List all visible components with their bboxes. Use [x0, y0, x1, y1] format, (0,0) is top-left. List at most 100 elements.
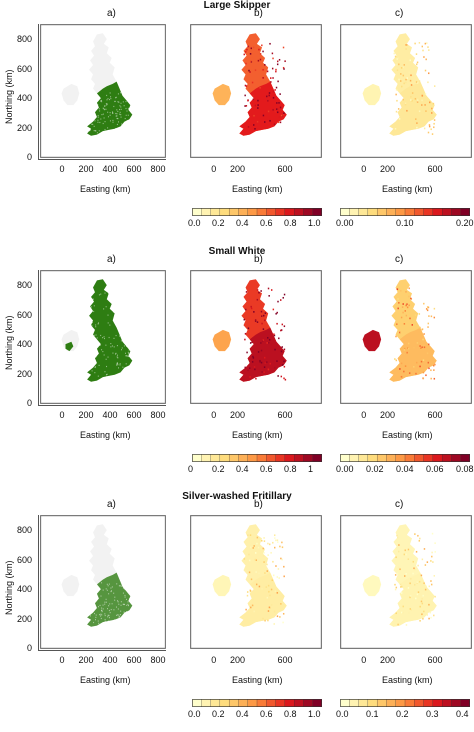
- heat-cell: [260, 361, 263, 364]
- speckle: [124, 584, 126, 586]
- y-tick-label: 600: [17, 554, 33, 565]
- heat-cell: [433, 369, 435, 371]
- heat-cell: [428, 367, 430, 370]
- speckle: [128, 293, 130, 295]
- speckle: [107, 314, 109, 316]
- heat-cell: [244, 338, 246, 341]
- heat-cell: [253, 545, 255, 547]
- speckle: [94, 585, 96, 587]
- colorbar-swatch: [201, 454, 212, 462]
- speckle: [125, 619, 127, 621]
- heat-cell: [421, 45, 424, 48]
- speckle: [107, 608, 109, 610]
- speckle: [120, 116, 122, 118]
- species-title-small-white: Small White: [208, 246, 266, 257]
- heat-cell: [402, 311, 404, 314]
- speckle: [126, 93, 128, 95]
- heat-cell: [413, 567, 415, 570]
- heat-cell: [433, 614, 435, 617]
- heat-cell: [260, 290, 262, 292]
- speckle: [115, 97, 117, 99]
- heat-cell: [280, 375, 283, 378]
- speckle: [110, 346, 112, 348]
- speckle: [97, 323, 99, 325]
- speckle: [125, 129, 127, 131]
- speckle: [126, 99, 128, 101]
- heat-cell: [423, 582, 425, 585]
- speckle: [106, 103, 108, 105]
- heat-cell: [276, 102, 278, 104]
- x-tick-label: 400: [102, 164, 118, 174]
- speckle: [93, 583, 95, 585]
- colorbar-swatch: [340, 454, 350, 462]
- heat-cell: [256, 289, 259, 291]
- speckle: [100, 613, 102, 615]
- heat-cell: [259, 86, 261, 89]
- heat-cell: [278, 577, 280, 579]
- heat-cell: [397, 108, 400, 110]
- ireland-heatmap: [212, 329, 232, 352]
- speckle: [120, 335, 122, 337]
- speckle: [130, 612, 132, 614]
- heat-cell: [249, 52, 252, 55]
- speckle: [89, 310, 91, 312]
- colorbar-swatch: [238, 699, 249, 707]
- heat-cell: [249, 342, 252, 344]
- speckle: [105, 344, 107, 346]
- y-tick-label: 800: [17, 280, 33, 290]
- heat-cell: [421, 99, 423, 102]
- heat-cell: [414, 42, 416, 45]
- colorbar-tick-label: 1.0: [308, 709, 321, 719]
- speckle: [116, 362, 118, 364]
- speckle: [91, 602, 93, 604]
- heat-cell: [428, 125, 431, 128]
- speckle: [89, 335, 91, 338]
- speckle: [115, 314, 117, 317]
- heat-cell: [264, 619, 266, 622]
- colorbar-tick-label: 0.6: [260, 464, 273, 474]
- heat-cell: [406, 351, 408, 354]
- speckle: [110, 96, 112, 98]
- heat-cell: [417, 99, 419, 102]
- heat-cell: [283, 377, 285, 380]
- heat-cell: [404, 310, 406, 312]
- x-tick-label: 600: [427, 164, 443, 174]
- speckle: [115, 313, 117, 315]
- heat-cell: [270, 604, 273, 606]
- heat-cell: [250, 47, 252, 50]
- heat-cell: [396, 69, 399, 72]
- speckle: [109, 120, 111, 122]
- heat-cell: [252, 355, 254, 358]
- heat-cell: [243, 558, 246, 560]
- heat-cell: [410, 577, 412, 580]
- heat-cell: [267, 542, 269, 545]
- speckle: [90, 349, 92, 351]
- colorbar-tick-label: 0.6: [260, 218, 273, 228]
- heat-cell: [418, 42, 421, 44]
- heat-cell: [280, 329, 283, 331]
- heat-cell: [407, 342, 410, 345]
- speckle: [117, 93, 119, 95]
- speckle: [93, 125, 95, 127]
- heat-cell: [253, 114, 255, 117]
- heat-cell: [284, 378, 287, 381]
- heat-cell: [259, 360, 261, 363]
- heat-cell: [254, 127, 256, 130]
- x-tick-label: 600: [427, 410, 443, 420]
- heat-cell: [403, 349, 406, 351]
- heat-cell: [424, 588, 427, 591]
- heat-cell: [430, 369, 432, 372]
- speckle: [117, 117, 119, 120]
- heat-cell: [274, 348, 276, 351]
- heat-cell: [395, 88, 398, 91]
- heat-cell: [262, 617, 264, 620]
- speckle: [91, 325, 93, 327]
- colorbar-swatch: [367, 454, 378, 462]
- heat-cell: [267, 99, 269, 102]
- colorbar-tick-label: 0.1: [366, 709, 379, 719]
- heat-cell: [422, 617, 424, 620]
- colorbar-tick-label: 0.2: [396, 709, 409, 719]
- speckle: [117, 307, 118, 310]
- speckle: [106, 373, 108, 375]
- heat-cell: [246, 591, 249, 593]
